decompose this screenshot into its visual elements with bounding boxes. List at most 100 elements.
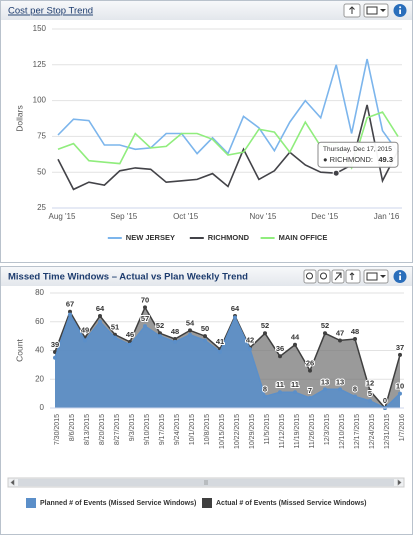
y-tick-label: 25 [37, 203, 46, 212]
data-label: 10 [396, 382, 404, 391]
y-tick-label: 75 [37, 132, 46, 141]
data-point [323, 331, 327, 336]
x-tick-label: 12/31/2015 [384, 414, 391, 449]
menu-caret [380, 275, 386, 278]
data-label: 52 [261, 321, 269, 330]
x-tick-label: 12/10/2015 [339, 414, 346, 449]
x-tick-label: 11/12/2015 [279, 414, 286, 449]
tooltip-label: ● RICHMOND: [323, 155, 373, 164]
data-point [308, 368, 312, 373]
y-tick-label: 0 [40, 403, 45, 412]
zoom-icon [306, 272, 313, 280]
tooltip-point [332, 169, 340, 177]
data-point [278, 390, 282, 395]
data-label: 64 [231, 304, 240, 313]
x-tick-label: Jan '16 [374, 212, 400, 221]
x-tick-label: 11/19/2015 [294, 414, 301, 449]
data-label: 49 [81, 326, 89, 335]
data-label: 52 [321, 321, 329, 330]
data-point [113, 335, 117, 340]
data-point [68, 309, 72, 314]
legend-swatch [202, 498, 212, 508]
data-point [398, 391, 402, 396]
data-point [248, 347, 252, 352]
zoom-in-button[interactable] [303, 269, 317, 284]
scrollbar-arrows [10, 479, 402, 486]
panel-title[interactable]: Cost per Stop Trend [8, 6, 93, 17]
data-point [143, 305, 147, 310]
data-point [353, 394, 357, 399]
data-label: 12 [366, 379, 374, 388]
data-label: 44 [291, 333, 300, 342]
y-tick-label: 60 [35, 317, 44, 326]
data-label: 37 [396, 343, 404, 352]
x-tick-label: 7/30/2015 [54, 414, 61, 445]
x-tick-label: 9/10/2015 [144, 414, 151, 445]
data-point [203, 338, 207, 343]
panel-header [1, 1, 412, 20]
legend-swatch [26, 498, 36, 508]
data-point [218, 349, 222, 354]
x-tick-label: 12/24/2015 [369, 414, 376, 449]
tooltip [317, 141, 399, 168]
data-point [188, 332, 192, 337]
data-label: 8 [353, 384, 357, 393]
data-label: 52 [156, 321, 164, 330]
y-axis-title: Count [14, 339, 24, 362]
data-point [233, 315, 237, 320]
data-label: 64 [96, 304, 105, 313]
menu-icon [366, 6, 378, 15]
data-line [54, 312, 401, 409]
info-icon [399, 275, 401, 280]
scrollbar-thumb[interactable] [18, 479, 394, 486]
data-point [158, 334, 162, 339]
data-point [398, 352, 402, 357]
x-tick-label: 12/3/2015 [324, 414, 331, 445]
x-tick-label: 8/27/2015 [114, 414, 121, 445]
x-tick-label: 1/7/2016 [399, 414, 406, 441]
x-tick-label: Nov '15 [249, 212, 276, 221]
y-axis-title: Dollars [14, 105, 24, 131]
data-point [128, 342, 132, 347]
y-tick-label: 100 [33, 96, 47, 105]
zoom-out-button[interactable] [317, 269, 331, 284]
data-point [98, 314, 102, 318]
data-label: 13 [321, 377, 329, 386]
legend-label: RICHMOND [208, 233, 250, 242]
export-icon [349, 6, 355, 14]
y-tick-label: 80 [35, 288, 44, 297]
info-icon [399, 272, 402, 275]
data-point [323, 387, 327, 392]
legend-label: Planned # of Events (Missed Service Wind… [40, 500, 196, 507]
x-tick-label: 10/15/2015 [219, 414, 226, 449]
data-point [308, 395, 312, 400]
data-line [54, 305, 401, 410]
x-tick-label: 12/17/2015 [354, 414, 361, 449]
data-label: 11 [276, 380, 284, 389]
data-point [368, 388, 372, 393]
x-tick-label: Oct '15 [173, 212, 199, 221]
data-label: 26 [306, 359, 314, 368]
data-label: 50 [201, 324, 209, 333]
data-label: 5 [368, 389, 372, 398]
info-icon [399, 6, 402, 9]
menu-caret [380, 9, 386, 12]
data-label: 41 [216, 337, 224, 346]
data-label: 48 [171, 327, 179, 336]
data-point [68, 312, 72, 317]
y-tick-label: 125 [33, 60, 47, 69]
data-point [188, 328, 192, 333]
data-label: 48 [351, 327, 359, 336]
data-label: 70 [141, 295, 149, 304]
y-tick-label: 20 [35, 374, 44, 383]
export-button[interactable] [345, 269, 361, 284]
data-point [53, 355, 57, 360]
data-point [173, 339, 177, 344]
data-point [293, 390, 297, 395]
data-point [83, 338, 87, 343]
tooltip-title: Thursday, Dec 17, 2015 [323, 146, 392, 153]
data-point [158, 331, 162, 336]
data-point [263, 394, 267, 399]
zoom-icon [320, 272, 327, 280]
